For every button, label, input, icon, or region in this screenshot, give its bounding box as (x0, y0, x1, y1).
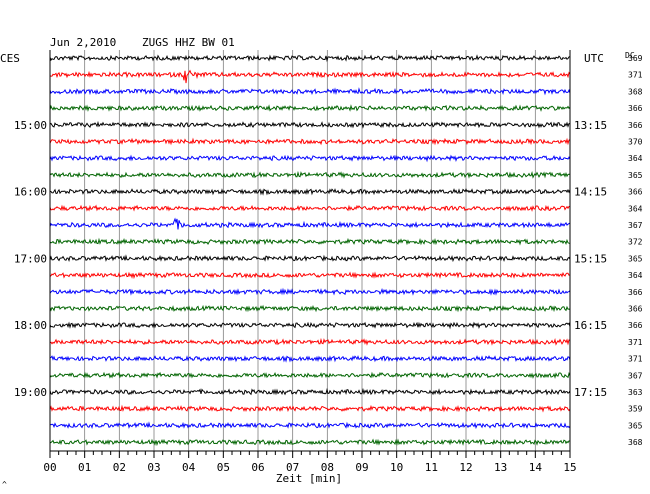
dc-offset-label: 365 (628, 421, 643, 430)
x-tick-label: 12 (459, 461, 472, 474)
dc-offset-label: 368 (628, 87, 643, 96)
trace-row (49, 237, 571, 246)
dc-offset-label: 370 (628, 138, 643, 147)
trace-row (49, 321, 571, 330)
date-label: Jun 2,2010 (50, 36, 116, 49)
trace-row (49, 137, 571, 146)
trace-row (49, 69, 571, 84)
x-tick-label: 13 (494, 461, 507, 474)
left-zone-label: CES (0, 52, 20, 65)
trace-row (49, 254, 571, 263)
x-tick-label: 14 (529, 461, 543, 474)
trace-row (49, 170, 570, 179)
corner-mark: ^ (2, 480, 7, 489)
x-tick-label: 08 (321, 461, 334, 474)
dc-label: DC (625, 51, 635, 60)
x-tick-label: 15 (563, 461, 576, 474)
trace-row (49, 304, 571, 313)
trace-row (49, 204, 571, 212)
trace-row (49, 287, 571, 296)
left-time-labels: 15:00 16:00 17:00 18:00 19:00 (14, 119, 47, 399)
trace-row (49, 337, 571, 346)
dc-offset-label: 364 (628, 204, 643, 213)
left-time-label: 18:00 (14, 319, 47, 332)
dc-offset-label: 371 (628, 71, 643, 80)
dc-offset-label: 368 (628, 438, 643, 447)
trace-row (49, 387, 571, 396)
dc-offset-label: 369 (628, 54, 643, 63)
station-label: ZUGS HHZ BW 01 (142, 36, 235, 49)
dc-offset-label: 366 (628, 321, 643, 330)
x-tick-label: 09 (355, 461, 368, 474)
trace-row (49, 271, 571, 280)
x-tick-label: 01 (78, 461, 91, 474)
x-tick-label: 05 (217, 461, 230, 474)
x-tick-label: 07 (286, 461, 299, 474)
x-tick-label: 11 (425, 461, 438, 474)
trace-row (49, 54, 571, 63)
dc-offset-label: 365 (628, 254, 643, 263)
trace-row (49, 438, 571, 447)
dc-offset-label: 365 (628, 171, 643, 180)
x-tick-label: 02 (113, 461, 126, 474)
dc-offset-label: 366 (628, 121, 643, 130)
dc-offset-label: 366 (628, 288, 643, 297)
trace-row (49, 188, 571, 196)
dc-offset-label: 367 (628, 221, 643, 230)
dc-offset-labels: 369 371 368 366 366 370 364 365 366 364 367 372 365 3… (628, 54, 643, 447)
left-time-label: 16:00 (14, 186, 47, 199)
dc-offset-label: 366 (628, 305, 643, 314)
trace-row (49, 217, 571, 230)
plot-grid (84, 50, 536, 451)
x-tick-label: 10 (390, 461, 403, 474)
trace-row (49, 421, 571, 430)
dc-offset-label: 366 (628, 104, 643, 113)
trace-row (49, 404, 571, 413)
dc-offset-label: 359 (628, 405, 643, 414)
dc-offset-label: 371 (628, 355, 643, 364)
trace-row (49, 120, 570, 129)
dc-offset-label: 364 (628, 154, 643, 163)
x-tick-label: 00 (43, 461, 56, 474)
right-time-labels: 13:15 14:15 15:15 16:15 17:15 (574, 119, 607, 399)
right-zone-label: UTC (584, 52, 604, 65)
left-time-label: 19:00 (14, 386, 47, 399)
trace-row (49, 104, 571, 112)
x-axis-label: Zeit [min] (276, 472, 342, 485)
right-time-label: 15:15 (574, 252, 607, 265)
right-time-label: 13:15 (574, 119, 607, 132)
left-time-label: 15:00 (14, 119, 47, 132)
plot-axes (49, 50, 571, 458)
dc-offset-label: 367 (628, 371, 643, 380)
left-time-label: 17:00 (14, 252, 47, 265)
dc-offset-label: 372 (628, 238, 643, 247)
x-tick-label: 06 (251, 461, 264, 474)
x-tick-labels: 00 01 02 03 04 05 06 07 08 09 10 11 12 13 14 15 (43, 461, 576, 474)
trace-row (49, 355, 571, 363)
dc-offset-label: 363 (628, 388, 643, 397)
right-time-label: 14:15 (574, 186, 607, 199)
dc-offset-label: 366 (628, 188, 643, 197)
seismic-traces (49, 54, 571, 447)
x-tick-label: 04 (182, 461, 196, 474)
trace-row (49, 154, 571, 163)
right-time-label: 16:15 (574, 319, 607, 332)
trace-row (49, 87, 571, 96)
trace-row (49, 371, 571, 379)
dc-offset-label: 371 (628, 338, 643, 347)
dc-offset-label: 364 (628, 271, 643, 280)
right-time-label: 17:15 (574, 386, 607, 399)
x-tick-label: 03 (147, 461, 160, 474)
